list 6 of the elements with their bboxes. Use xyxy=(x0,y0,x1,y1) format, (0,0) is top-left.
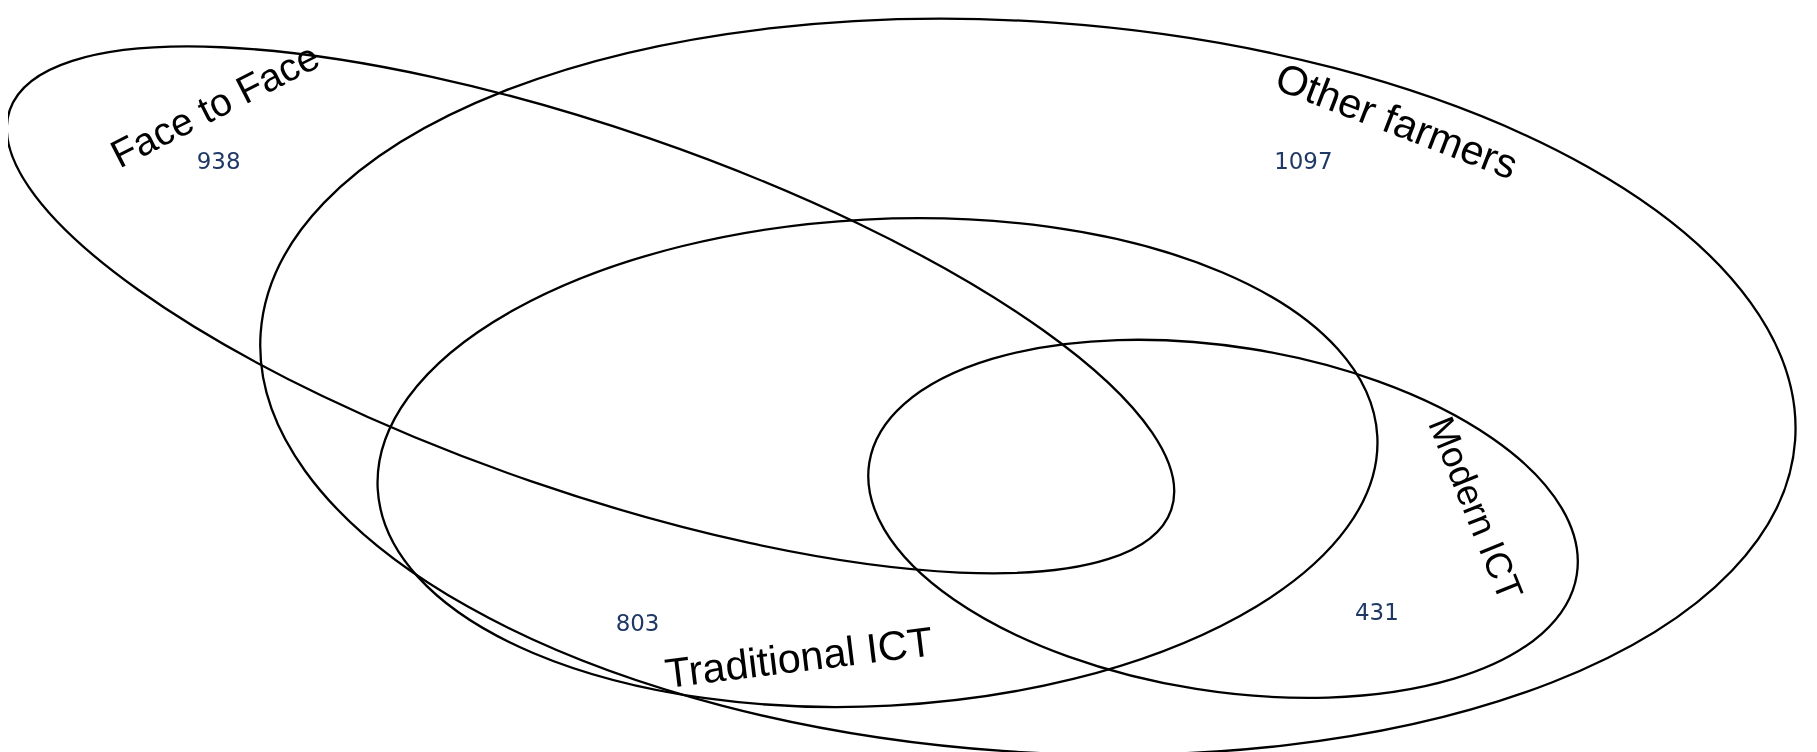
data-label: 1097 xyxy=(1274,147,1333,174)
data-label: 938 xyxy=(196,147,241,174)
data-label: 431 xyxy=(1354,598,1399,625)
category-label: Traditional ICT xyxy=(662,618,936,697)
category-label: Modern ICT xyxy=(1420,410,1531,606)
data-label: 803 xyxy=(615,610,660,637)
